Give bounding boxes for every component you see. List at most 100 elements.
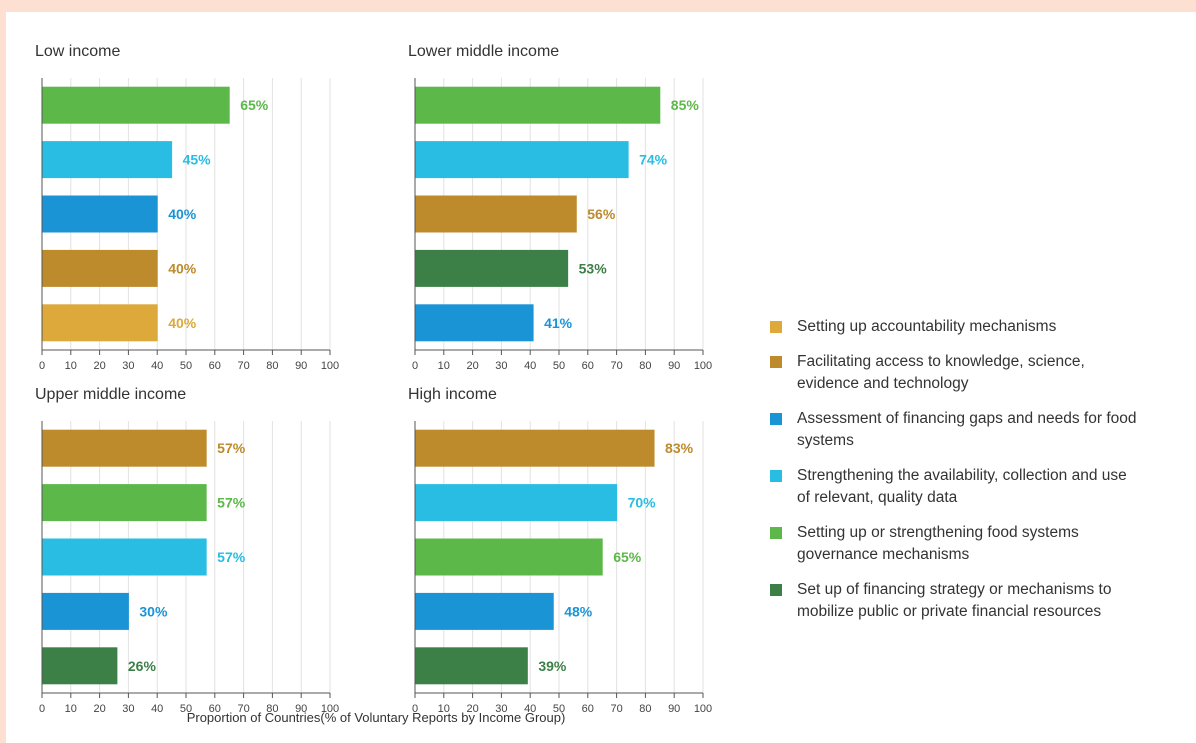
tick-label: 40 [524, 703, 536, 715]
bar-chart-svg: 0 10 20 30 40 50 60 70 80 90 100 85% 74% 56% 53% 41% [412, 78, 712, 372]
tick-label: 30 [495, 703, 507, 715]
bar-chart-svg: 0 10 20 30 40 50 60 70 80 90 100 65% 45% 40% 40% 40% [39, 78, 339, 372]
legend-label: Facilitating access to knowledge, scienc… [797, 353, 1085, 392]
data-label: 45% [183, 152, 212, 168]
tick-label: 60 [209, 703, 221, 715]
data-label: 65% [240, 97, 269, 113]
bar [42, 647, 118, 685]
data-label: 83% [665, 440, 694, 456]
data-label: 74% [639, 152, 668, 168]
tick-label: 0 [412, 703, 418, 715]
tick-label: 40 [151, 703, 163, 715]
legend-item: Facilitating access to knowledge, scienc… [762, 351, 1162, 395]
x-axis-title: Proportion of Countries(% of Voluntary R… [186, 710, 566, 725]
tick-label: 50 [553, 360, 565, 372]
bar [42, 538, 207, 576]
tick-label: 60 [209, 360, 221, 372]
data-label: 53% [579, 260, 608, 276]
tick-label: 40 [524, 360, 536, 372]
bar-chart-svg: 0 10 20 30 40 50 60 70 80 90 100 83% 70% 65% 48% 39% [412, 421, 712, 715]
tick-label: 30 [495, 360, 507, 372]
data-label: 70% [628, 495, 657, 511]
data-label: 85% [671, 97, 700, 113]
chart-panel-high-income: High income 0 10 20 30 40 50 60 70 80 90 100 83% 70%… [408, 386, 728, 716]
legend-item: Set up of financing strategy or mechanis… [762, 579, 1162, 623]
tick-label: 100 [694, 360, 712, 372]
data-label: 48% [564, 603, 593, 619]
tick-label: 10 [65, 360, 77, 372]
tick-label: 60 [582, 703, 594, 715]
bar [415, 195, 577, 233]
data-label: 57% [217, 549, 246, 565]
data-label: 65% [613, 549, 642, 565]
bar [415, 592, 554, 630]
legend-swatch [770, 321, 782, 333]
chart-panel-low-income: Low income 0 10 20 30 40 50 60 70 80 90 100 65% 45% 4… [35, 43, 355, 373]
tick-label: 80 [639, 360, 651, 372]
tick-label: 60 [582, 360, 594, 372]
legend-swatch [770, 470, 782, 482]
chart-frame: Low income 0 10 20 30 40 50 60 70 80 90 100 65% 45% 4… [6, 12, 1196, 743]
data-label: 40% [168, 206, 197, 222]
tick-label: 20 [93, 360, 105, 372]
tick-label: 80 [639, 703, 651, 715]
legend-item: Setting up accountability mechanisms [762, 316, 1162, 338]
panel-title: Upper middle income [35, 386, 187, 403]
tick-label: 100 [321, 360, 339, 372]
tick-label: 100 [321, 703, 339, 715]
data-label: 40% [168, 315, 197, 331]
panel-title: Low income [35, 43, 121, 60]
tick-label: 70 [237, 360, 249, 372]
tick-label: 10 [65, 703, 77, 715]
bar [42, 304, 158, 342]
bar-chart-svg: 0 10 20 30 40 50 60 70 80 90 100 57% 57% 57% 30% 26% [39, 421, 339, 715]
legend-label: Assessment of financing gaps and needs f… [797, 410, 1137, 449]
bar [42, 484, 207, 522]
bar [415, 249, 569, 287]
data-label: 41% [544, 315, 573, 331]
bar [415, 429, 655, 467]
bar [415, 484, 618, 522]
bar [42, 141, 173, 179]
chart-panel-upper-middle-income: Upper middle income 0 10 20 30 40 50 60 70 80 90 1… [35, 386, 355, 716]
data-label: 26% [128, 658, 157, 674]
bar [415, 86, 661, 124]
data-label: 30% [139, 603, 168, 619]
tick-label: 10 [438, 703, 450, 715]
bar [42, 195, 158, 233]
tick-label: 30 [122, 703, 134, 715]
panel-title: Lower middle income [408, 43, 560, 60]
legend-label: Setting up accountability mechanisms [797, 318, 1057, 335]
data-label: 57% [217, 495, 246, 511]
tick-label: 90 [668, 703, 680, 715]
tick-label: 100 [694, 703, 712, 715]
data-label: 56% [587, 206, 616, 222]
tick-label: 80 [266, 703, 278, 715]
bar [42, 249, 158, 287]
tick-label: 50 [553, 703, 565, 715]
bar [415, 647, 528, 685]
tick-label: 10 [438, 360, 450, 372]
legend-label: Strengthening the availability, collecti… [797, 467, 1127, 506]
legend: Setting up accountability mechanisms Fac… [762, 316, 1162, 636]
chart-panel-lower-middle-income: Lower middle income 0 10 20 30 40 50 60 70 80 90 1… [408, 43, 728, 373]
tick-label: 0 [412, 360, 418, 372]
bar [415, 141, 629, 179]
tick-label: 20 [466, 360, 478, 372]
legend-swatch [770, 356, 782, 368]
tick-label: 20 [93, 703, 105, 715]
tick-label: 20 [466, 703, 478, 715]
bar [42, 86, 230, 124]
legend-label: Set up of financing strategy or mechanis… [797, 581, 1112, 620]
panel-title: High income [408, 386, 497, 403]
legend-label: Setting up or strengthening food systems… [797, 524, 1079, 563]
legend-item: Strengthening the availability, collecti… [762, 465, 1162, 509]
legend-swatch [770, 413, 782, 425]
tick-label: 90 [295, 360, 307, 372]
tick-label: 80 [266, 360, 278, 372]
tick-label: 70 [237, 703, 249, 715]
data-label: 57% [217, 440, 246, 456]
legend-item: Assessment of financing gaps and needs f… [762, 408, 1162, 452]
tick-label: 50 [180, 703, 192, 715]
bar [42, 429, 207, 467]
